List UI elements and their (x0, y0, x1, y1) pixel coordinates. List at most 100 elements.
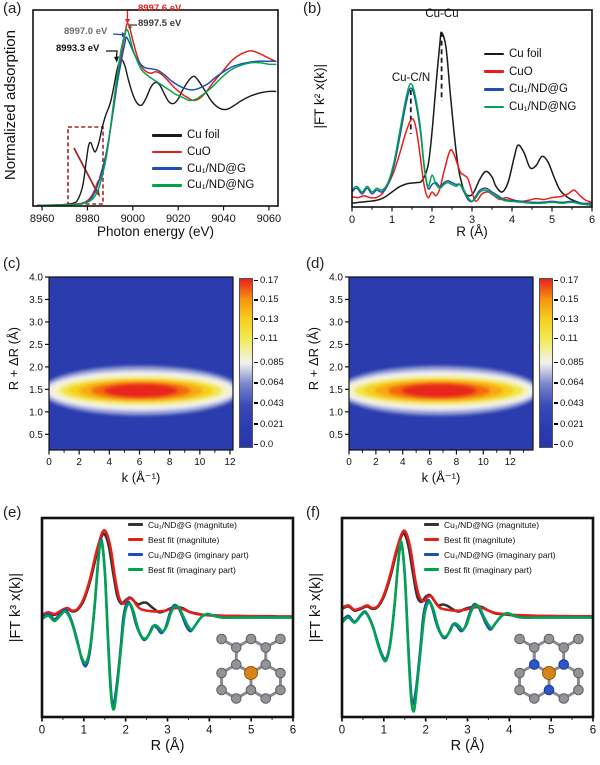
y-tick-label: 1.0 (329, 407, 343, 418)
y-tick-label: 1.5 (329, 385, 343, 396)
colorbar-tick-label: 0.11 (554, 333, 578, 344)
colorbar-tick-label: 0.15 (254, 294, 279, 305)
x-tick-label: 2 (429, 214, 435, 226)
edge-energy-annotation-cuo: 8997.6 eV (138, 3, 182, 14)
carbon-atom-icon (528, 642, 540, 653)
panel-e-y-axis-title: |FT k³ x(k)| (8, 573, 24, 643)
molecular-structure-inset (216, 633, 286, 704)
legend-item: Cu foil (152, 127, 254, 144)
cu-cn-peak-annotation: Cu-C/N (391, 72, 431, 84)
legend-swatch (424, 553, 439, 556)
carbon-atom-icon (260, 642, 272, 653)
legend-label: Cu₁/ND@NG (magnitute) (444, 519, 540, 530)
colorbar-tick-label: 0.0 (554, 439, 573, 450)
series-best-fit-imaginary (342, 540, 593, 713)
cu-cu-peak-annotation: Cu-Cu (425, 8, 459, 20)
carbon-atom-icon (514, 667, 525, 679)
panel-d-colorbar: 0.17 0.15 0.13 0.11 0.085 0.064 0.043 0.021 0.0 (539, 275, 584, 450)
carbon-atom-icon (260, 693, 272, 704)
panel-e-x-axis-title: R (Å) (150, 738, 185, 754)
carbon-atom-icon (573, 633, 584, 645)
legend-swatch (484, 87, 504, 91)
colorbar-tick-label: 0.11 (254, 333, 278, 344)
legend-swatch (152, 167, 182, 171)
carbon-atom-icon (230, 659, 242, 670)
legend-item: Cu₁/ND@NG (484, 98, 576, 116)
series-CuO (352, 118, 592, 204)
x-tick-label: 8960 (30, 213, 54, 225)
panel-d-letter: (d) (306, 255, 325, 272)
x-tick-label: 0 (39, 725, 45, 737)
legend-item: Best fit (magnitute) (128, 532, 249, 547)
legend-item: Best fit (magnitute) (424, 532, 556, 547)
edge-energy-annotation-ndng: 8997.5 eV (138, 18, 182, 29)
carbon-atom-icon (275, 633, 286, 645)
legend-item: CuO (152, 144, 254, 161)
x-tick-label: 3 (464, 725, 470, 737)
series-Cu-foil (36, 59, 277, 206)
panel-b-y-axis-title: |FT k² x(k)| (312, 64, 327, 129)
panel-c-y-axis-title: R + ΔR (Å) (6, 327, 21, 391)
x-tick-label: 4 (206, 725, 213, 737)
legend-item: Cu₁/ND@NG (152, 177, 254, 194)
x-tick-label: 4 (107, 457, 113, 468)
x-tick-label: 9000 (121, 213, 145, 225)
x-tick-label: 8980 (75, 213, 99, 225)
carbon-atom-icon (216, 633, 227, 645)
x-tick-label: 8 (167, 457, 173, 468)
panel-c-colorbar: 0.17 0.15 0.13 0.11 0.085 0.064 0.043 0.021 0.0 (239, 275, 284, 450)
carbon-atom-icon (543, 633, 555, 645)
edge-energy-annotation-cufoil: 8993.3 eV (56, 43, 100, 54)
colorbar-tick-label: 0.0 (254, 439, 273, 450)
legend-label: Cu₁/ND@NG (imaginary part) (444, 549, 556, 560)
series-Cu-foil (352, 31, 592, 206)
x-tick-label: 2 (373, 457, 379, 468)
x-tick-label: 1 (389, 214, 395, 226)
legend-swatch (152, 150, 182, 154)
y-tick-label: 3.0 (29, 317, 43, 328)
legend-label: Best fit (imaginary part) (148, 564, 236, 575)
legend-label: Best fit (magnitute) (444, 534, 516, 545)
y-tick-label: 0.5 (329, 430, 343, 441)
panel-c-letter: (c) (3, 255, 21, 272)
legend-label: Cu₁/ND@G (imginary part) (148, 549, 249, 560)
x-tick-label: 0 (346, 457, 352, 468)
copper-atom-icon (244, 666, 258, 680)
series-Cu1/ND@NG (36, 28, 277, 206)
legend-swatch (128, 553, 143, 556)
x-tick-label: 5 (548, 725, 554, 737)
x-tick-label: 2 (422, 725, 428, 737)
legend-label: CuO (187, 146, 211, 159)
legend-swatch (152, 184, 182, 187)
carbon-atom-icon (514, 633, 525, 645)
legend-item: Cu₁/ND@G (imginary part) (128, 547, 249, 562)
x-tick-label: 10 (478, 457, 490, 468)
colorbar-labels: 0.17 0.15 0.13 0.11 0.085 0.064 0.043 0.021 0.0 (554, 275, 596, 450)
x-tick-label: 1 (381, 725, 387, 737)
carbon-atom-icon (230, 693, 242, 704)
colorbar-tick-label: 0.17 (554, 275, 579, 286)
carbon-atom-icon (558, 642, 570, 653)
x-tick-label: 6 (427, 457, 433, 468)
colorbar-tick-label: 0.021 (554, 419, 584, 430)
colorbar-tick-label: 0.064 (554, 377, 584, 388)
carbon-atom-icon (260, 659, 272, 670)
legend-label: Cu₁/ND@G (509, 83, 569, 96)
x-tick-label: 9040 (211, 213, 235, 225)
legend-item: Best fit (imaginary part) (424, 562, 556, 577)
legend-item: Cu₁/ND@G (152, 160, 254, 177)
colorbar-tick-label: 0.064 (254, 377, 284, 388)
x-tick-label: 0 (46, 457, 52, 468)
panel-f-y-axis-title: |FT k³ x(k)| (308, 573, 324, 643)
colorbar-tick-label: 0.13 (554, 314, 579, 325)
x-tick-label: 2 (76, 457, 82, 468)
legend-item: Cu₁/ND@G (magnitute) (128, 517, 249, 532)
x-tick-label: 4 (400, 457, 406, 468)
carbon-atom-icon (573, 684, 584, 696)
legend-swatch (424, 523, 439, 526)
panel-e-letter: (e) (3, 504, 22, 521)
colorbar-tick-label: 0.17 (254, 275, 279, 286)
carbon-atom-icon (230, 642, 242, 653)
panel-c-x-axis-title: k (Å⁻¹) (121, 470, 161, 485)
panel-a-x-axis-title: Photon energy (eV) (96, 224, 215, 239)
